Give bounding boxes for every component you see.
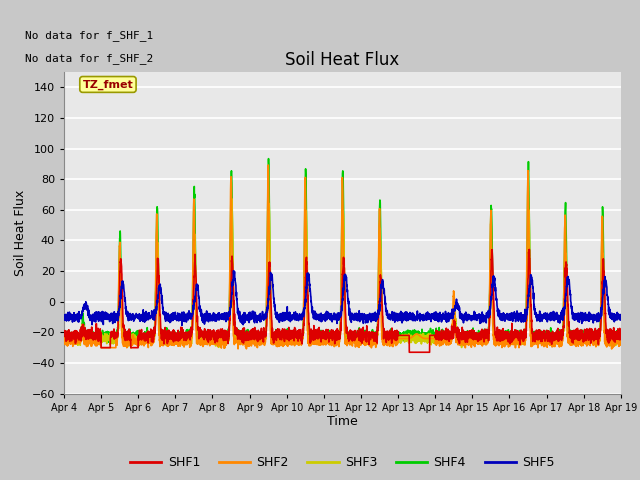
Line: SHF1: SHF1 bbox=[64, 250, 621, 352]
SHF3 bbox=[564, 323, 572, 328]
SHF1 bbox=[216, 331, 223, 337]
SHF1 bbox=[60, 331, 68, 337]
Title: Soil Heat Flux: Soil Heat Flux bbox=[285, 51, 399, 69]
SHF3 bbox=[617, 333, 625, 338]
SHF2 bbox=[179, 340, 187, 346]
SHF3 bbox=[397, 333, 404, 338]
SHF1 bbox=[406, 349, 413, 355]
SHF5 bbox=[564, 274, 572, 279]
Text: TZ_fmet: TZ_fmet bbox=[83, 79, 133, 90]
SHF1 bbox=[406, 349, 414, 355]
SHF1 bbox=[525, 247, 533, 252]
Text: No data for f_SHF_1: No data for f_SHF_1 bbox=[25, 30, 153, 41]
SHF4 bbox=[265, 156, 273, 161]
SHF2 bbox=[60, 340, 68, 346]
SHF3 bbox=[60, 335, 68, 341]
SHF5 bbox=[230, 268, 237, 274]
Line: SHF4: SHF4 bbox=[64, 158, 621, 343]
SHF4 bbox=[216, 336, 223, 342]
SHF5 bbox=[60, 314, 68, 320]
SHF5 bbox=[397, 311, 404, 317]
Y-axis label: Soil Heat Flux: Soil Heat Flux bbox=[14, 190, 28, 276]
X-axis label: Time: Time bbox=[327, 415, 358, 429]
SHF2 bbox=[406, 335, 414, 341]
SHF5 bbox=[178, 323, 186, 328]
SHF4 bbox=[407, 334, 415, 339]
SHF4 bbox=[617, 332, 625, 338]
Line: SHF5: SHF5 bbox=[64, 271, 621, 325]
SHF2 bbox=[608, 346, 616, 352]
SHF3 bbox=[228, 196, 236, 202]
SHF4 bbox=[397, 331, 404, 337]
SHF4 bbox=[617, 332, 625, 338]
SHF5 bbox=[216, 314, 223, 320]
SHF3 bbox=[216, 336, 223, 342]
SHF3 bbox=[179, 334, 187, 340]
SHF3 bbox=[617, 336, 625, 341]
SHF2 bbox=[216, 339, 223, 345]
SHF1 bbox=[617, 332, 625, 337]
SHF2 bbox=[264, 162, 272, 168]
SHF2 bbox=[617, 335, 625, 340]
SHF4 bbox=[180, 334, 188, 339]
SHF4 bbox=[564, 330, 572, 336]
SHF4 bbox=[60, 334, 68, 339]
SHF5 bbox=[180, 317, 188, 323]
SHF5 bbox=[617, 317, 625, 323]
SHF2 bbox=[564, 339, 572, 345]
SHF1 bbox=[564, 305, 572, 311]
SHF4 bbox=[157, 340, 164, 346]
SHF2 bbox=[617, 342, 625, 348]
SHF3 bbox=[406, 340, 414, 346]
SHF5 bbox=[617, 312, 625, 318]
Legend: SHF1, SHF2, SHF3, SHF4, SHF5: SHF1, SHF2, SHF3, SHF4, SHF5 bbox=[125, 451, 559, 474]
SHF5 bbox=[407, 313, 415, 319]
Line: SHF2: SHF2 bbox=[64, 165, 621, 349]
SHF1 bbox=[397, 333, 404, 338]
SHF1 bbox=[617, 333, 625, 339]
SHF1 bbox=[179, 334, 187, 340]
Line: SHF3: SHF3 bbox=[64, 199, 621, 348]
SHF2 bbox=[397, 336, 404, 341]
SHF3 bbox=[458, 345, 465, 350]
Text: No data for f_SHF_2: No data for f_SHF_2 bbox=[25, 53, 153, 64]
